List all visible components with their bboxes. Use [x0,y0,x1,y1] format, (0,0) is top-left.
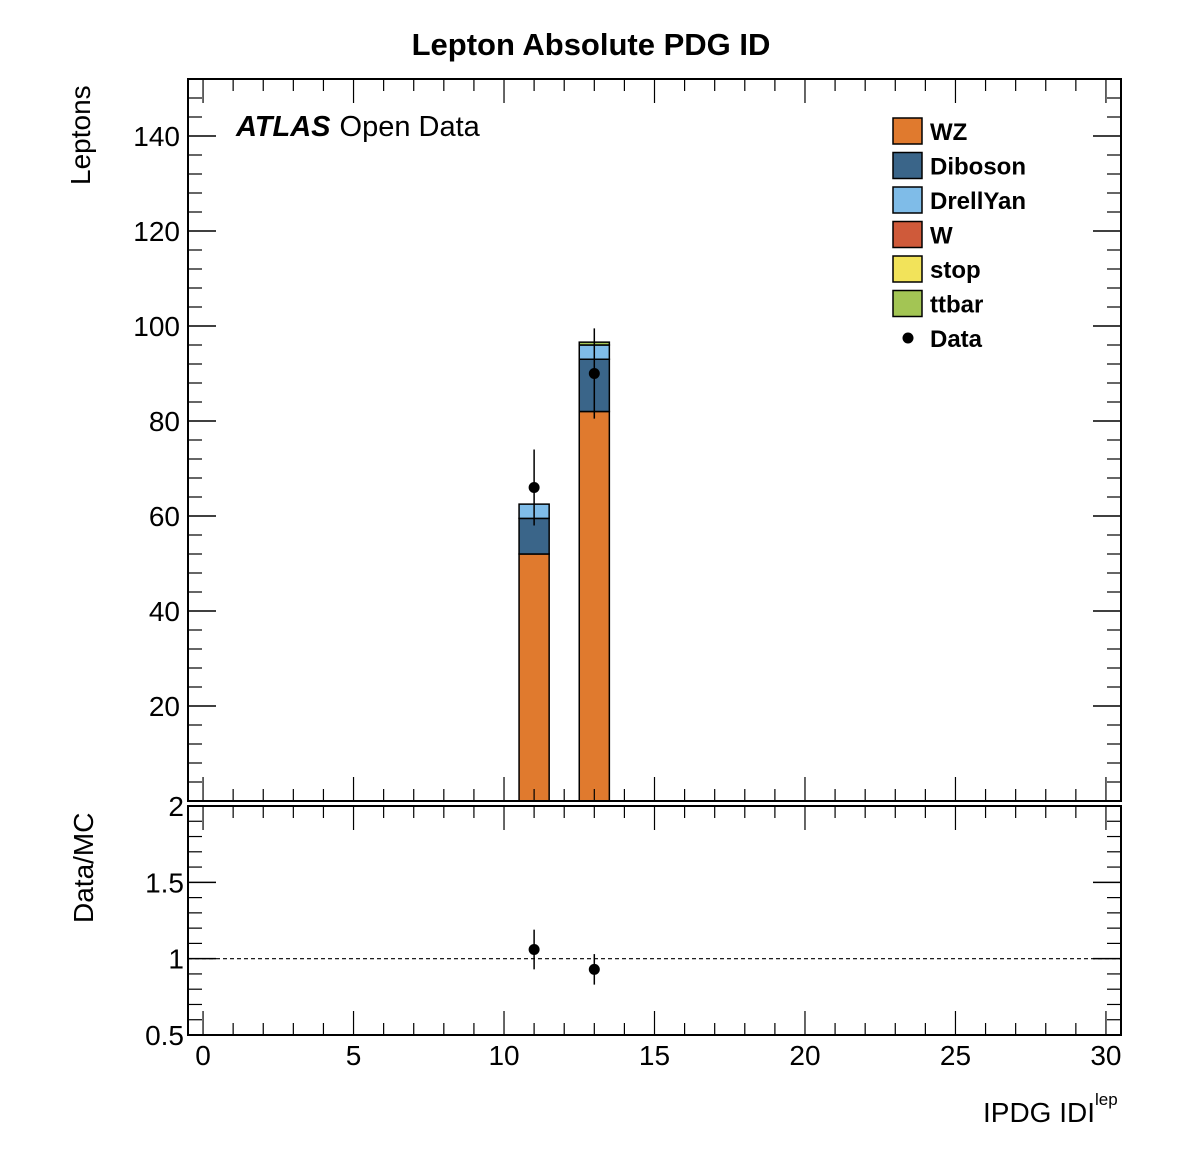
bar-wz [578,410,611,802]
ratio-y-tick-label: 2 [168,791,184,822]
y-tick-label: 60 [149,501,180,532]
chart-title: Lepton Absolute PDG ID [412,27,771,62]
x-tick-label: 5 [346,1040,362,1071]
data-points [528,328,600,526]
x-tick-label: 15 [639,1040,670,1071]
top-pad-frame [187,78,1122,802]
legend-swatch-drellyan [892,186,923,214]
data-point [528,482,540,493]
y-tick-label: 80 [149,406,180,437]
legend-swatch-diboson [892,151,923,180]
x-tick-label: 10 [488,1040,519,1071]
ratio-y-tick-label: 1.5 [145,867,184,898]
ratio-y-axis-ticks: 0.5 1 1.5 2 [145,791,1121,1051]
y-tick-label: 40 [149,596,180,627]
ratio-pad-frame [187,805,1122,1036]
y-tick-label: 20 [149,691,180,722]
legend-label-data: Data [930,326,983,353]
legend-swatch-stop [892,255,923,283]
atlas-label-rest: Open Data [340,111,481,143]
legend-label-ttbar: ttbar [930,292,983,319]
legend-label-stop: stop [930,257,981,284]
x-axis-ticks-top-pad [202,79,1107,801]
y-tick-label: 140 [133,121,180,152]
bar-wz [518,553,550,802]
y-tick-label: 100 [133,311,180,342]
ratio-y-axis-label: Data/MC [68,813,99,923]
x-tick-label: 20 [789,1040,820,1071]
x-tick-label: 30 [1090,1040,1121,1071]
x-axis-ticks: 0 5 10 15 20 25 30 [195,806,1122,1071]
stacked-bars [518,341,611,802]
legend-marker-data [902,332,914,344]
ratio-point [588,963,600,975]
legend-label-drellyan: DrellYan [930,188,1026,215]
y-axis-label: Leptons [65,85,96,185]
y-axis-ticks: 20 40 60 80 100 120 140 [133,97,1121,783]
ratio-y-tick-label: 0.5 [145,1020,184,1051]
atlas-label-bold: ATLAS [235,111,331,143]
legend-swatch-w [892,220,923,249]
legend-swatch-wz [892,117,923,145]
x-tick-label: 25 [940,1040,971,1071]
legend-label-w: W [930,223,953,250]
ratio-points [528,929,600,985]
legend-swatch-ttbar [892,289,923,318]
x-tick-label: 0 [195,1040,211,1071]
legend-label-wz: WZ [930,119,967,146]
atlas-label: ATLAS Open Data [235,111,481,143]
ratio-y-tick-label: 1 [168,944,184,975]
ratio-point [528,944,540,956]
data-point [588,368,600,379]
legend-label-diboson: Diboson [930,154,1026,181]
y-tick-label: 120 [133,216,180,247]
x-axis-label: IPDG IDI [983,1097,1095,1128]
x-axis-label-superscript: lep [1095,1090,1118,1109]
